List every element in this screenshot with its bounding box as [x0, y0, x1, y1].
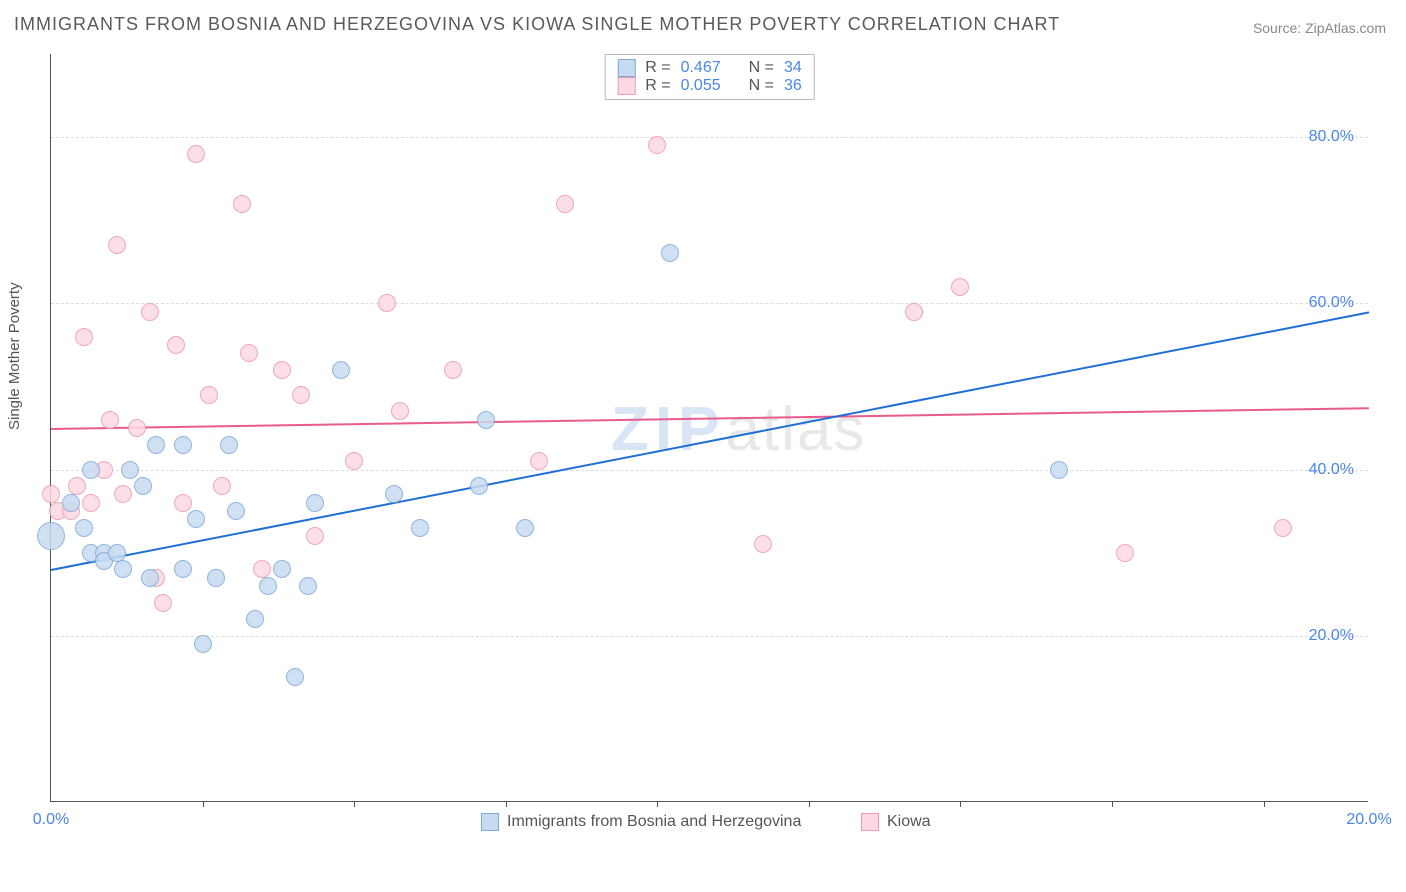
correlation-legend: R = 0.467 N = 34 R = 0.055 N = 36 [604, 54, 815, 100]
data-point [905, 303, 923, 321]
data-point [391, 402, 409, 420]
data-point [259, 577, 277, 595]
data-point [68, 477, 86, 495]
data-point [101, 411, 119, 429]
data-point [246, 610, 264, 628]
watermark: ZIPatlas [611, 394, 866, 465]
series-legend-s1: Immigrants from Bosnia and Herzegovina [481, 813, 801, 831]
data-point [141, 303, 159, 321]
data-point [240, 344, 258, 362]
y-tick-label: 40.0% [1309, 461, 1354, 479]
data-point [332, 361, 350, 379]
gridline [51, 137, 1368, 138]
source-label: Source: ZipAtlas.com [1253, 20, 1386, 36]
scatter-chart: ZIPatlas R = 0.467 N = 34 R = 0.055 N = … [50, 54, 1368, 802]
gridline [51, 636, 1368, 637]
data-point [286, 668, 304, 686]
data-point [82, 494, 100, 512]
data-point [754, 535, 772, 553]
data-point [233, 195, 251, 213]
x-tick [203, 801, 204, 807]
data-point [167, 336, 185, 354]
data-point [187, 510, 205, 528]
y-tick-label: 20.0% [1309, 627, 1354, 645]
gridline [51, 303, 1368, 304]
data-point [306, 527, 324, 545]
data-point [37, 522, 65, 550]
data-point [516, 519, 534, 537]
data-point [134, 477, 152, 495]
data-point [108, 236, 126, 254]
data-point [62, 494, 80, 512]
data-point [128, 419, 146, 437]
chart-title: IMMIGRANTS FROM BOSNIA AND HERZEGOVINA V… [14, 14, 1060, 35]
data-point [108, 544, 126, 562]
data-point [194, 635, 212, 653]
data-point [273, 560, 291, 578]
data-point [253, 560, 271, 578]
x-tick [809, 801, 810, 807]
data-point [292, 386, 310, 404]
data-point [411, 519, 429, 537]
swatch-s2 [617, 77, 635, 95]
data-point [220, 436, 238, 454]
data-point [1274, 519, 1292, 537]
data-point [114, 485, 132, 503]
data-point [207, 569, 225, 587]
data-point [42, 485, 60, 503]
data-point [114, 560, 132, 578]
data-point [273, 361, 291, 379]
data-point [174, 436, 192, 454]
x-tick [960, 801, 961, 807]
data-point [299, 577, 317, 595]
data-point [75, 519, 93, 537]
y-tick-label: 80.0% [1309, 128, 1354, 146]
data-point [661, 244, 679, 262]
y-axis-label: Single Mother Poverty [6, 282, 23, 430]
data-point [200, 386, 218, 404]
data-point [378, 294, 396, 312]
swatch-s1 [617, 59, 635, 77]
data-point [147, 436, 165, 454]
data-point [556, 195, 574, 213]
data-point [174, 560, 192, 578]
data-point [951, 278, 969, 296]
legend-row-s2: R = 0.055 N = 36 [617, 77, 802, 95]
data-point [530, 452, 548, 470]
x-tick [1112, 801, 1113, 807]
data-point [477, 411, 495, 429]
y-tick-label: 60.0% [1309, 294, 1354, 312]
x-tick [354, 801, 355, 807]
x-tick [657, 801, 658, 807]
x-tick-label: 20.0% [1346, 811, 1391, 829]
trend-line-s2 [51, 407, 1369, 430]
data-point [213, 477, 231, 495]
data-point [1050, 461, 1068, 479]
data-point [345, 452, 363, 470]
x-tick [506, 801, 507, 807]
data-point [121, 461, 139, 479]
data-point [154, 594, 172, 612]
x-tick [1264, 801, 1265, 807]
series-legend-s2: Kiowa [861, 813, 931, 831]
data-point [187, 145, 205, 163]
data-point [227, 502, 245, 520]
data-point [82, 461, 100, 479]
data-point [648, 136, 666, 154]
x-tick-label: 0.0% [33, 811, 69, 829]
data-point [306, 494, 324, 512]
data-point [385, 485, 403, 503]
data-point [75, 328, 93, 346]
swatch-s2-bot [861, 813, 879, 831]
legend-row-s1: R = 0.467 N = 34 [617, 59, 802, 77]
data-point [141, 569, 159, 587]
gridline [51, 470, 1368, 471]
data-point [174, 494, 192, 512]
data-point [470, 477, 488, 495]
data-point [444, 361, 462, 379]
data-point [1116, 544, 1134, 562]
swatch-s1-bot [481, 813, 499, 831]
